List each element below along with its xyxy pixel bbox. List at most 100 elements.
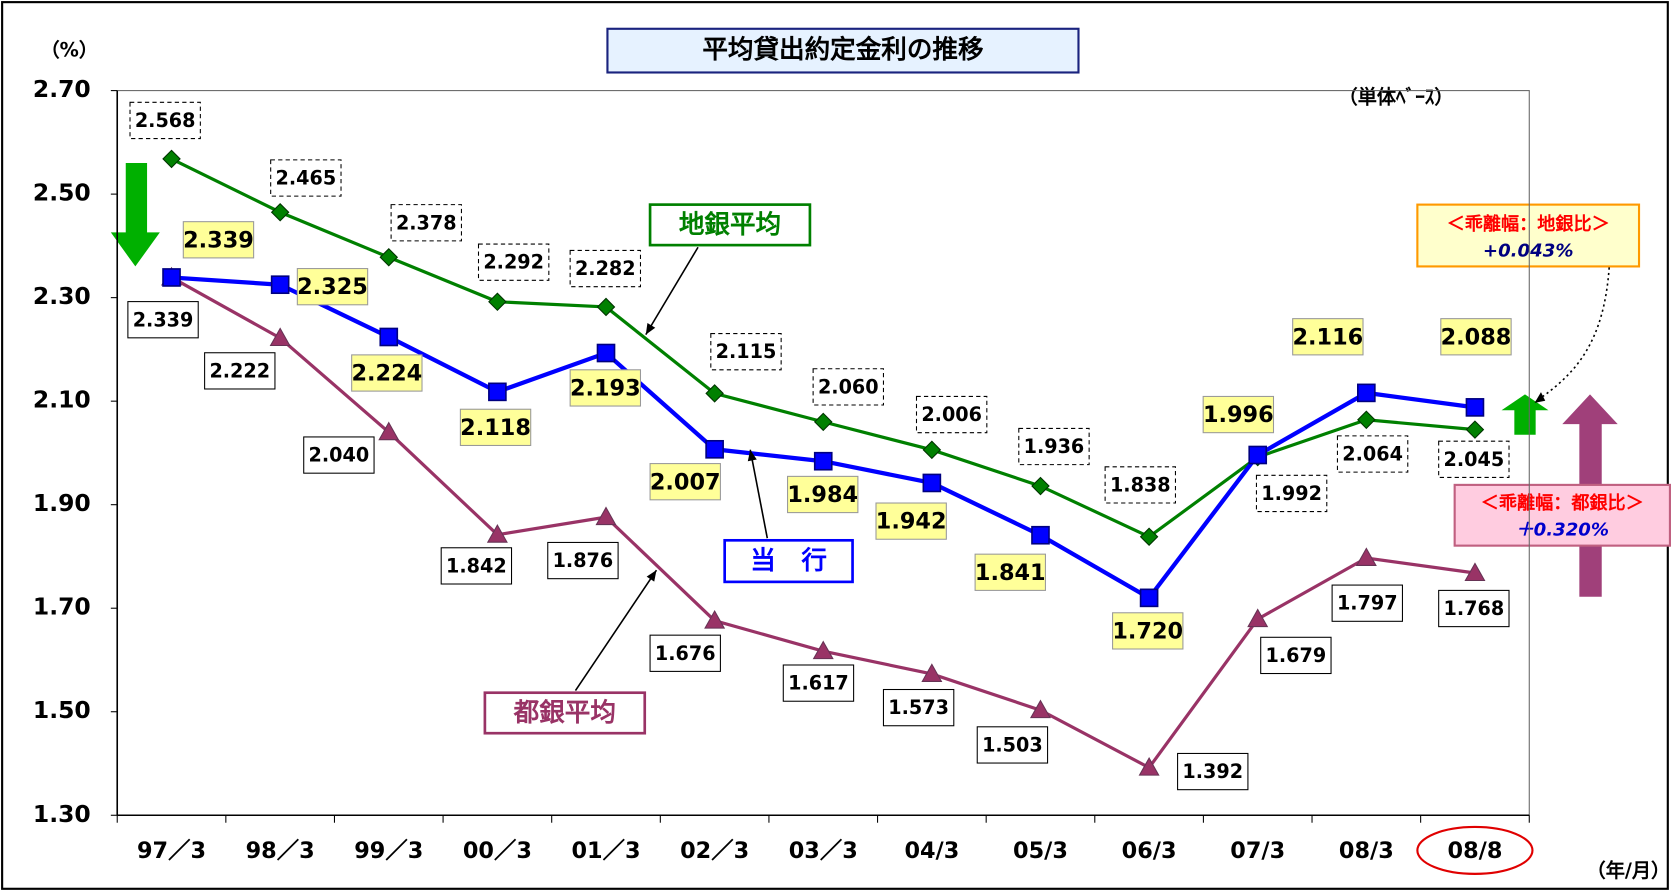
marker: [486, 524, 508, 543]
label-box: [303, 436, 375, 474]
data-label: 2.064: [1342, 443, 1403, 466]
label-box: [1336, 435, 1409, 473]
x-tick-label: 03／3: [789, 838, 858, 864]
marker: [162, 149, 181, 169]
marker: [1355, 547, 1377, 566]
data-label: 2.060: [818, 375, 879, 398]
label-box: [1331, 584, 1403, 622]
marker: [379, 327, 399, 347]
data-label: 2.292: [483, 251, 544, 274]
label-box: [204, 352, 276, 390]
data-label: 1.984: [787, 482, 858, 508]
label-box: [182, 221, 255, 259]
label-box: [1438, 440, 1510, 478]
label-box: [569, 369, 642, 407]
y-unit: （%）: [40, 39, 98, 62]
marker: [813, 412, 833, 432]
x-tick-label: 07/3: [1230, 838, 1285, 864]
marker: [1247, 608, 1269, 628]
down-arrow: [110, 163, 160, 267]
label-box: [1440, 318, 1512, 356]
label-box: [1260, 636, 1332, 675]
series-name-box: [723, 538, 854, 584]
x-tick-label: 06/3: [1122, 838, 1177, 864]
label-box: [129, 101, 201, 140]
x-tick-label: 98／3: [246, 838, 315, 864]
label-box: [569, 249, 642, 288]
marker: [705, 384, 724, 403]
legend-label: 当 行: [750, 546, 827, 576]
label-box: [477, 243, 550, 281]
marker: [1465, 420, 1485, 439]
label-box: [440, 547, 513, 585]
x-tick-label: 05/3: [1013, 838, 1068, 864]
label-box: [976, 726, 1049, 764]
label-box: [710, 333, 782, 371]
data-label: 2.040: [309, 444, 370, 467]
callout-label: ＜乖離幅：都銀比＞: [1481, 492, 1644, 514]
marker: [488, 292, 507, 312]
x-tick-label: 00／3: [463, 838, 532, 864]
y-tick-label: 2.10: [33, 386, 91, 414]
note: （単体ﾍﾞｰｽ）: [1339, 86, 1454, 109]
marker: [921, 663, 943, 682]
x-tick-label: 01／3: [571, 838, 640, 864]
label-box: [649, 634, 721, 672]
data-label: 2.115: [716, 340, 777, 363]
label-box: [974, 553, 1046, 591]
y-tick-label: 2.50: [33, 179, 91, 207]
chart-title: 平均貸出約定金利の推移: [702, 35, 984, 65]
callout-value: +0.043%: [1483, 241, 1574, 262]
legend-label: 地銀平均: [679, 210, 781, 240]
series-name-box: [648, 203, 812, 247]
data-label: 1.992: [1261, 482, 1322, 505]
marker: [922, 473, 942, 493]
label-box: [459, 408, 532, 446]
title-box: [606, 27, 1080, 74]
marker: [1031, 476, 1050, 496]
label-box: [1018, 427, 1090, 466]
marker: [1031, 525, 1050, 545]
data-label: 1.573: [888, 696, 949, 719]
marker: [378, 421, 400, 441]
data-label: 2.339: [133, 308, 194, 331]
data-label: 2.006: [921, 403, 982, 426]
data-label: 1.936: [1024, 435, 1085, 458]
legend-label: 都銀平均: [513, 698, 616, 728]
marker: [812, 640, 834, 660]
marker: [1464, 562, 1486, 582]
pointer-head: [747, 449, 757, 462]
marker: [1029, 699, 1051, 719]
marker: [270, 275, 290, 295]
y-tick-label: 1.50: [33, 696, 91, 724]
x-tick-label: 04/3: [904, 838, 959, 864]
data-label: 2.118: [460, 415, 531, 441]
pointer-head: [646, 570, 657, 582]
data-label: 2.116: [1292, 324, 1363, 350]
marker: [1139, 588, 1159, 608]
label-box: [787, 475, 859, 514]
label-box: [882, 688, 955, 727]
pointer-line: [574, 569, 658, 692]
marker: [379, 247, 399, 267]
data-label: 2.222: [209, 359, 270, 382]
data-label: 1.676: [655, 642, 716, 665]
data-label: 2.224: [351, 361, 422, 387]
marker: [704, 609, 726, 629]
label-box: [1104, 466, 1176, 504]
data-label: 2.282: [575, 257, 636, 280]
label-box: [1177, 752, 1249, 791]
pointer-line: [749, 449, 769, 539]
data-label: 1.392: [1182, 760, 1243, 783]
label-box: [547, 541, 619, 580]
label-box: [915, 395, 988, 434]
marker: [1357, 383, 1376, 403]
y-tick-label: 2.70: [33, 75, 91, 103]
data-label: 1.720: [1112, 618, 1183, 644]
y-tick-label: 1.70: [33, 593, 91, 621]
callout-box: [1453, 483, 1671, 547]
label-box: [782, 664, 855, 702]
marker: [1139, 527, 1159, 547]
label-box: [296, 268, 369, 306]
up-arrow: [1501, 394, 1549, 435]
